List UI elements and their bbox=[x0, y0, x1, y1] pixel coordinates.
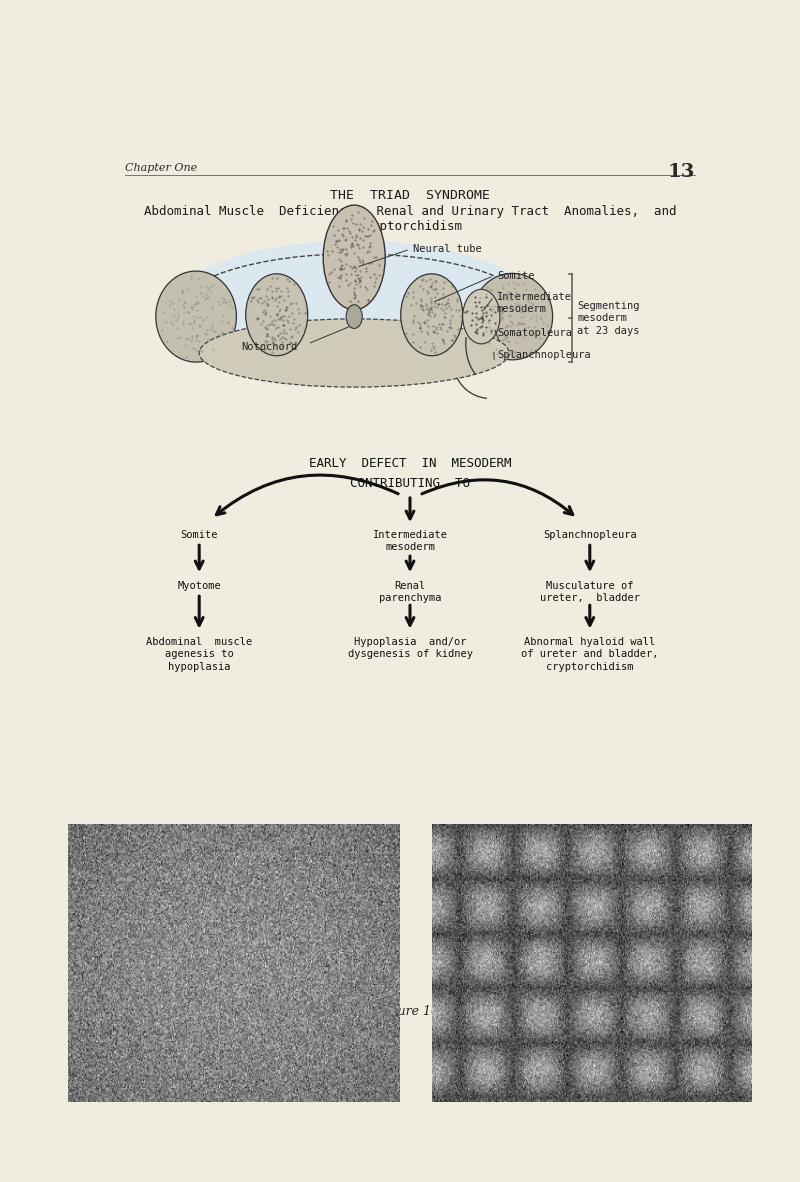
Text: Abnormal hyaloid wall
of ureter and bladder,
cryptorchidism: Abnormal hyaloid wall of ureter and blad… bbox=[521, 637, 658, 671]
Text: Abdominal Muscle  Deficiency,  Renal and Urinary Tract  Anomalies,  and: Abdominal Muscle Deficiency, Renal and U… bbox=[144, 204, 676, 217]
Text: Cryptorchidism: Cryptorchidism bbox=[358, 220, 462, 233]
Text: CONTRIBUTING  TO: CONTRIBUTING TO bbox=[350, 476, 470, 489]
Text: Hypoplasia  and/or
dysgenesis of kidney: Hypoplasia and/or dysgenesis of kidney bbox=[347, 637, 473, 660]
Ellipse shape bbox=[246, 274, 308, 356]
Text: Musculature of
ureter,  bladder: Musculature of ureter, bladder bbox=[540, 580, 640, 603]
Text: Renal
parenchyma: Renal parenchyma bbox=[378, 580, 442, 603]
Text: Chapter One: Chapter One bbox=[125, 163, 197, 173]
Text: Splanchnopleura: Splanchnopleura bbox=[497, 350, 590, 361]
Ellipse shape bbox=[472, 273, 553, 359]
Text: Splanchnopleura: Splanchnopleura bbox=[543, 530, 637, 539]
Text: Intermediate
mesoderm: Intermediate mesoderm bbox=[497, 292, 572, 314]
Text: THE  TRIAD  SYNDROME: THE TRIAD SYNDROME bbox=[330, 189, 490, 202]
Ellipse shape bbox=[323, 206, 386, 310]
Ellipse shape bbox=[156, 271, 237, 362]
Text: Somatopleura: Somatopleura bbox=[497, 329, 572, 338]
Text: Intermediate
mesoderm: Intermediate mesoderm bbox=[373, 530, 447, 552]
Text: Notochord: Notochord bbox=[242, 342, 298, 351]
Text: Abdominal  muscle
agenesis to
hypoplasia: Abdominal muscle agenesis to hypoplasia bbox=[146, 637, 252, 671]
Text: Somite: Somite bbox=[497, 271, 534, 280]
Ellipse shape bbox=[199, 319, 510, 388]
Circle shape bbox=[462, 290, 500, 344]
Ellipse shape bbox=[401, 274, 462, 356]
Ellipse shape bbox=[168, 241, 540, 382]
Circle shape bbox=[346, 305, 362, 329]
Text: Myotome: Myotome bbox=[178, 580, 221, 591]
Text: EARLY  DEFECT  IN  MESODERM: EARLY DEFECT IN MESODERM bbox=[309, 456, 511, 469]
Text: Segmenting
mesoderm
at 23 days: Segmenting mesoderm at 23 days bbox=[578, 301, 640, 336]
Text: Figure 10.: Figure 10. bbox=[377, 1005, 443, 1018]
Text: 13: 13 bbox=[668, 163, 695, 181]
Text: Somite: Somite bbox=[181, 530, 218, 539]
Text: Neural tube: Neural tube bbox=[413, 245, 482, 254]
